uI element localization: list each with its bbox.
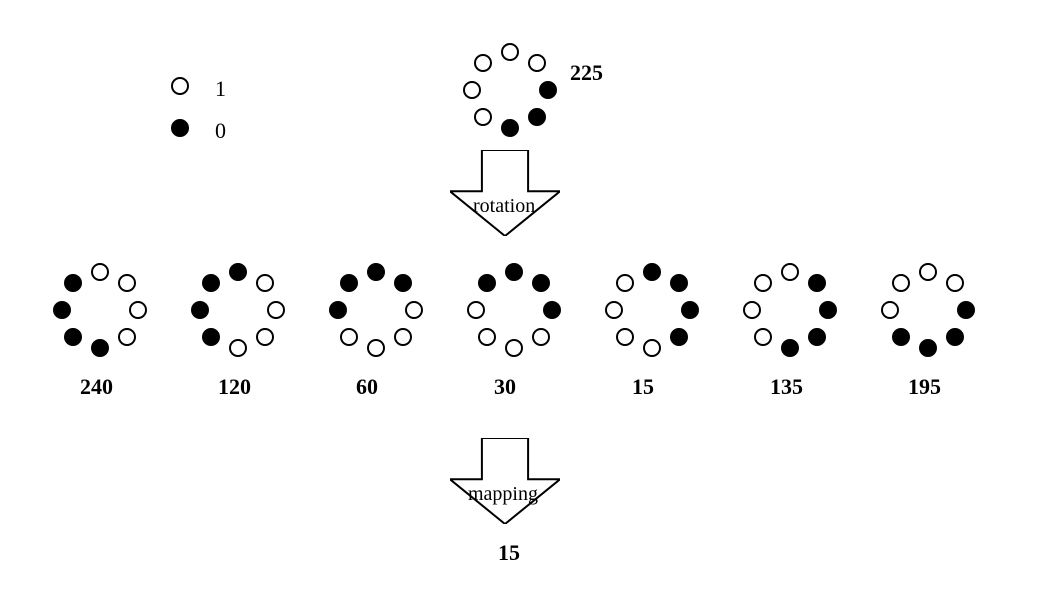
row-ring-value: 135 <box>770 374 803 400</box>
dot-0 <box>202 274 220 292</box>
dot-0 <box>808 274 826 292</box>
row-ring-value: 195 <box>908 374 941 400</box>
dot-0 <box>501 119 519 137</box>
dot-0 <box>532 274 550 292</box>
mapping-arrow <box>450 438 560 524</box>
diagram-stage: { "canvas": { "width": 1058, "height": 6… <box>0 0 1058 612</box>
dot-1 <box>394 328 412 346</box>
rotation-caption: rotation <box>473 195 535 218</box>
dot-0 <box>91 339 109 357</box>
dot-1 <box>118 328 136 346</box>
top-ring-group <box>463 43 557 137</box>
dot-1 <box>781 263 799 281</box>
dot-0 <box>681 301 699 319</box>
row-ring-value: 15 <box>632 374 654 400</box>
dot-0 <box>202 328 220 346</box>
dot-0 <box>643 263 661 281</box>
dot-1 <box>643 339 661 357</box>
row-ring-group <box>329 263 423 357</box>
dot-1 <box>501 43 519 61</box>
dot-0 <box>781 339 799 357</box>
row-ring <box>605 263 699 357</box>
dot-1 <box>892 274 910 292</box>
dot-1 <box>754 274 772 292</box>
row-ring-value: 30 <box>494 374 516 400</box>
dot-0 <box>64 274 82 292</box>
legend-label-0: 0 <box>215 118 226 144</box>
dot-0 <box>946 328 964 346</box>
dot-0 <box>670 328 688 346</box>
row-ring-group <box>467 263 561 357</box>
row-ring-group <box>191 263 285 357</box>
row-ring-value: 120 <box>218 374 251 400</box>
row-ring-value: 240 <box>80 374 113 400</box>
dot-1 <box>528 54 546 72</box>
dot-1 <box>946 274 964 292</box>
dot-1 <box>919 263 937 281</box>
dot-0 <box>819 301 837 319</box>
dot-0 <box>367 263 385 281</box>
dot-1 <box>340 328 358 346</box>
legend-dot-0 <box>171 119 189 137</box>
dot-1 <box>532 328 550 346</box>
dot-0 <box>191 301 209 319</box>
top-ring-value: 225 <box>570 60 603 86</box>
dot-0 <box>957 301 975 319</box>
dot-0 <box>919 339 937 357</box>
row-ring-group <box>743 263 837 357</box>
legend-label-1: 1 <box>215 76 226 102</box>
mapping-caption: mapping <box>468 483 538 506</box>
dot-0 <box>340 274 358 292</box>
top-ring <box>463 43 557 137</box>
row-ring <box>53 263 147 357</box>
dot-1 <box>229 339 247 357</box>
dot-1 <box>881 301 899 319</box>
dot-1 <box>474 108 492 126</box>
dot-1 <box>467 301 485 319</box>
dot-0 <box>892 328 910 346</box>
dot-0 <box>64 328 82 346</box>
dot-1 <box>616 274 634 292</box>
dot-1 <box>743 301 761 319</box>
dot-1 <box>478 328 496 346</box>
result-value: 15 <box>498 540 520 566</box>
dot-1 <box>256 274 274 292</box>
dot-1 <box>118 274 136 292</box>
dot-0 <box>528 108 546 126</box>
dot-1 <box>754 328 772 346</box>
row-ring <box>881 263 975 357</box>
row-ring <box>743 263 837 357</box>
row-ring <box>467 263 561 357</box>
rotation-arrow <box>450 150 560 236</box>
dot-1 <box>605 301 623 319</box>
dot-0 <box>505 263 523 281</box>
dot-1 <box>616 328 634 346</box>
row-ring-value: 60 <box>356 374 378 400</box>
row-ring-group <box>881 263 975 357</box>
dot-0 <box>394 274 412 292</box>
dot-0 <box>670 274 688 292</box>
dot-1 <box>463 81 481 99</box>
row-ring <box>329 263 423 357</box>
dot-1 <box>505 339 523 357</box>
dot-1 <box>267 301 285 319</box>
dot-0 <box>478 274 496 292</box>
dot-1 <box>129 301 147 319</box>
dot-1 <box>405 301 423 319</box>
row-ring-group <box>605 263 699 357</box>
dot-0 <box>229 263 247 281</box>
dot-0 <box>808 328 826 346</box>
dot-1 <box>474 54 492 72</box>
dot-0 <box>543 301 561 319</box>
dot-1 <box>256 328 274 346</box>
dot-0 <box>329 301 347 319</box>
legend-dot-1 <box>171 77 189 95</box>
row-ring <box>191 263 285 357</box>
dot-0 <box>539 81 557 99</box>
dot-1 <box>91 263 109 281</box>
dot-0 <box>53 301 71 319</box>
row-ring-group <box>53 263 147 357</box>
dot-1 <box>367 339 385 357</box>
